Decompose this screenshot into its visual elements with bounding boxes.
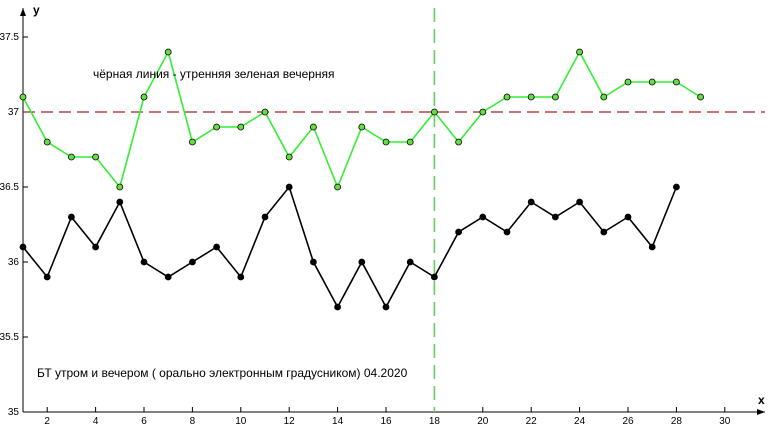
y-tick-label: 37 xyxy=(8,107,20,118)
data-point-0 xyxy=(600,93,608,101)
data-point-1 xyxy=(261,213,269,221)
reference-lines xyxy=(23,8,765,412)
data-point-0 xyxy=(406,138,414,146)
data-point-1 xyxy=(503,228,511,236)
x-tick-label: 4 xyxy=(93,416,99,427)
x-axis-arrow xyxy=(757,409,765,415)
data-point-0 xyxy=(358,123,366,131)
data-point-1 xyxy=(116,198,124,206)
x-tick-label: 30 xyxy=(719,416,731,427)
data-point-1 xyxy=(527,198,535,206)
legend-note: чёрная линия - утренняя зеленая вечерняя xyxy=(93,67,335,81)
series-line-1 xyxy=(22,185,678,309)
data-point-0 xyxy=(527,93,535,101)
data-point-1 xyxy=(576,198,583,206)
y-tick-label: 36.5 xyxy=(0,182,19,193)
x-axis-label: x xyxy=(758,393,765,407)
data-point-1 xyxy=(600,228,608,236)
data-point-0 xyxy=(479,108,487,116)
data-point-0 xyxy=(19,93,27,101)
axes: y x xyxy=(20,3,765,415)
data-point-0 xyxy=(648,78,656,86)
data-point-1 xyxy=(140,258,148,266)
data-point-1 xyxy=(188,258,196,266)
x-tick-label: 26 xyxy=(622,416,634,427)
data-point-0 xyxy=(503,93,511,101)
data-point-0 xyxy=(237,123,245,131)
y-tick-label: 35 xyxy=(8,407,20,418)
data-point-1 xyxy=(624,213,632,221)
data-point-1 xyxy=(479,213,487,221)
x-tick-label: 6 xyxy=(141,416,147,427)
y-tick-label: 35.5 xyxy=(0,332,19,343)
data-point-0 xyxy=(213,123,221,131)
data-point-0 xyxy=(309,123,317,131)
data-point-1 xyxy=(648,243,656,251)
data-point-1 xyxy=(19,243,27,251)
y-axis-arrow xyxy=(20,8,26,16)
y-tick-label: 37.5 xyxy=(0,32,19,43)
data-point-0 xyxy=(624,78,632,86)
series-group xyxy=(19,48,704,311)
x-tick-label: 20 xyxy=(477,416,489,427)
data-point-1 xyxy=(68,213,75,221)
chart-caption: БТ утром и вечером ( орально электронным… xyxy=(37,366,408,380)
y-tick-label: 36 xyxy=(8,257,20,268)
x-tick-label: 8 xyxy=(190,416,196,427)
data-point-0 xyxy=(43,138,51,146)
data-point-0 xyxy=(673,78,680,86)
data-point-1 xyxy=(552,213,559,221)
data-point-1 xyxy=(673,183,680,191)
x-tick-label: 22 xyxy=(526,416,538,427)
data-point-1 xyxy=(164,273,172,281)
data-point-1 xyxy=(455,228,463,236)
data-point-0 xyxy=(164,48,172,56)
data-point-0 xyxy=(116,183,124,191)
data-point-1 xyxy=(334,303,342,311)
data-point-1 xyxy=(213,243,221,251)
x-tick-label: 18 xyxy=(429,416,441,427)
x-tick-label: 24 xyxy=(574,416,586,427)
x-tick-label: 28 xyxy=(671,416,683,427)
data-point-0 xyxy=(68,153,75,161)
data-point-0 xyxy=(188,138,196,146)
data-point-1 xyxy=(382,303,390,311)
y-axis-label: y xyxy=(33,3,40,17)
data-point-1 xyxy=(92,243,99,251)
data-point-0 xyxy=(92,153,99,161)
data-point-0 xyxy=(140,93,148,101)
data-point-0 xyxy=(552,93,559,101)
data-point-1 xyxy=(406,258,414,266)
x-tick-label: 2 xyxy=(44,416,50,427)
data-point-0 xyxy=(697,93,704,101)
data-point-0 xyxy=(261,108,269,116)
data-point-1 xyxy=(358,258,366,266)
data-point-0 xyxy=(455,138,463,146)
data-point-0 xyxy=(285,153,293,161)
data-point-1 xyxy=(237,273,245,281)
x-tick-label: 14 xyxy=(332,416,344,427)
data-point-1 xyxy=(430,273,438,281)
data-point-1 xyxy=(309,258,317,266)
data-point-0 xyxy=(334,183,342,191)
data-point-0 xyxy=(576,48,583,56)
data-point-0 xyxy=(430,108,438,116)
data-point-1 xyxy=(43,273,51,281)
x-tick-label: 12 xyxy=(284,416,296,427)
x-tick-label: 16 xyxy=(380,416,392,427)
data-point-0 xyxy=(382,138,390,146)
data-point-1 xyxy=(285,183,293,191)
x-tick-label: 10 xyxy=(235,416,247,427)
